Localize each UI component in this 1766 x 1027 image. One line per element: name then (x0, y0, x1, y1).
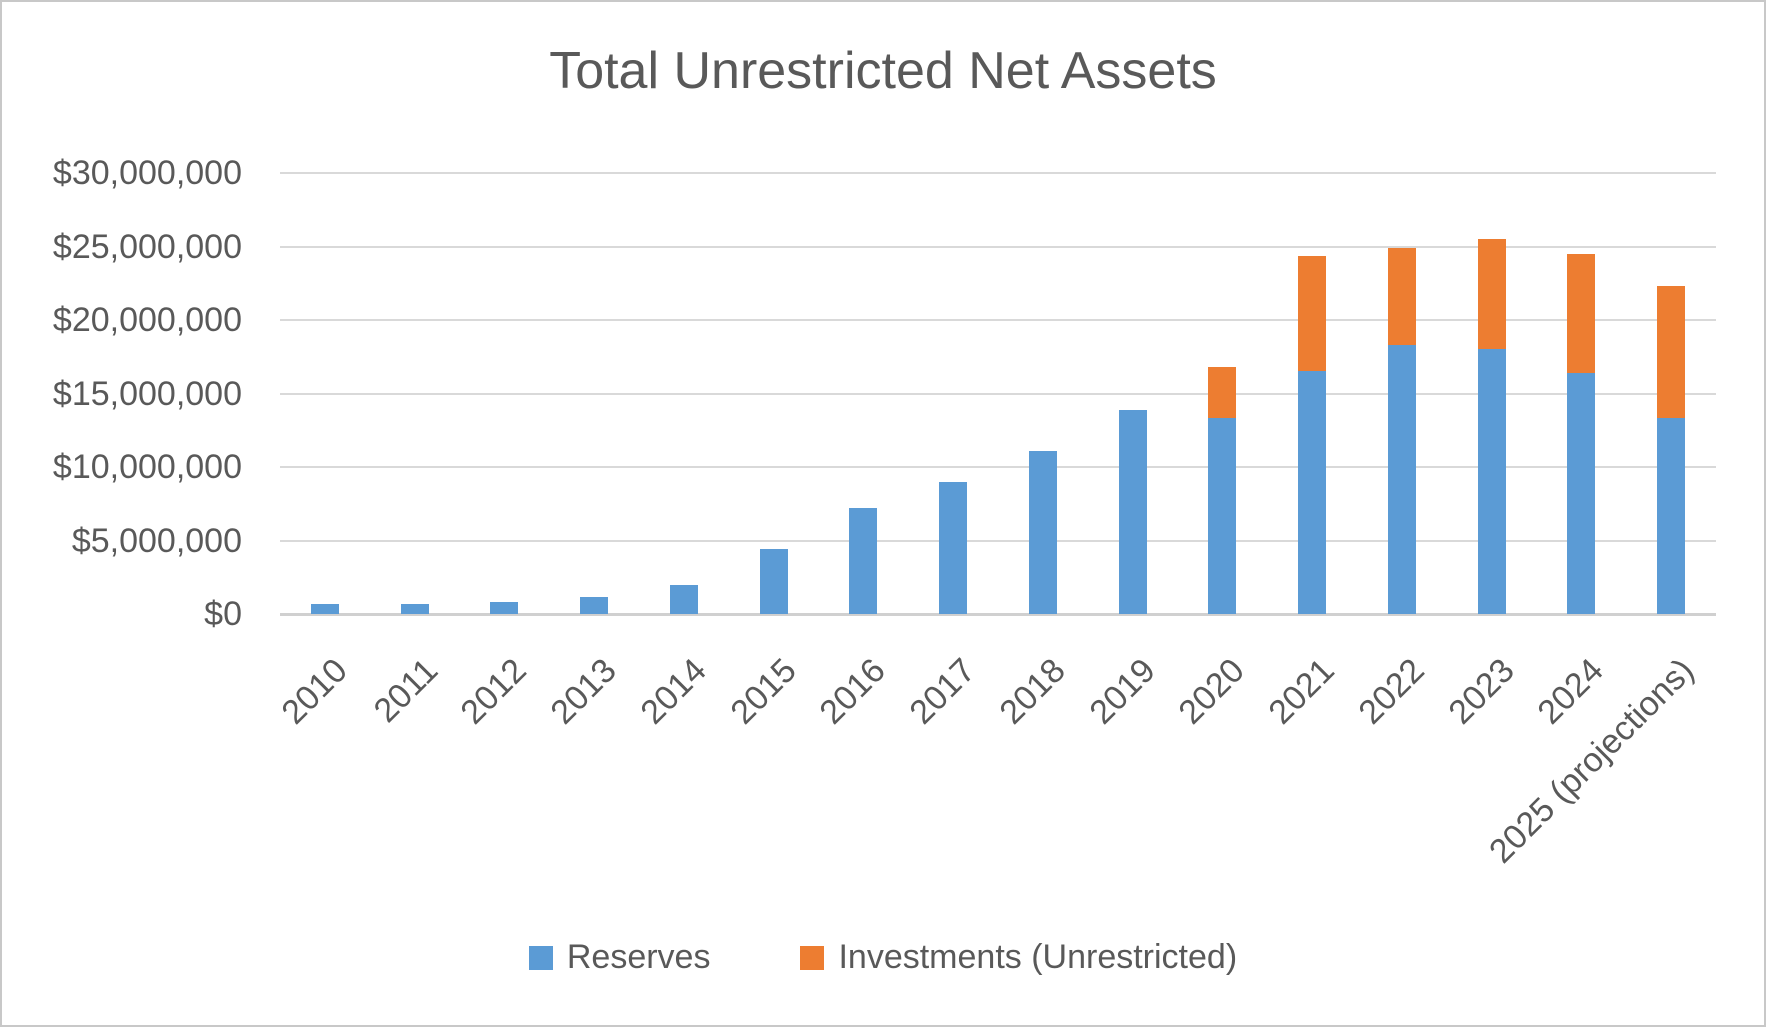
bar-segment-investments-2022 (1388, 248, 1416, 345)
bar-segment-reserves-2025 (1657, 418, 1685, 614)
x-axis-label: 2014 (633, 651, 715, 732)
y-axis-label: $30,000,000 (52, 154, 242, 192)
bar-segment-reserves-2013 (580, 597, 608, 614)
gridline (280, 540, 1716, 542)
x-axis-label: 2017 (902, 651, 984, 732)
gridline (280, 246, 1716, 248)
bar-segment-reserves-2011 (401, 604, 429, 614)
gridline (280, 393, 1716, 395)
bar-segment-reserves-2022 (1388, 345, 1416, 614)
bar-segment-reserves-2021 (1298, 371, 1326, 614)
legend-label-reserves: Reserves (566, 938, 711, 976)
x-axis-label: 2019 (1082, 651, 1164, 732)
bar-segment-investments-2024 (1567, 254, 1595, 373)
bar-segment-investments-2025 (1657, 286, 1685, 418)
x-axis-label: 2020 (1171, 651, 1253, 732)
bar-segment-reserves-2012 (490, 602, 518, 614)
bar-segment-reserves-2020 (1208, 418, 1236, 614)
x-axis-line (280, 613, 1716, 616)
y-axis-label: $20,000,000 (52, 301, 242, 339)
x-axis-label: 2023 (1441, 651, 1523, 732)
legend: Reserves Investments (Unrestricted) (2, 938, 1764, 977)
bar-segment-investments-2020 (1208, 367, 1236, 418)
x-axis-label: 2021 (1261, 651, 1343, 732)
x-axis-label: 2011 (366, 651, 446, 730)
y-axis-label: $10,000,000 (52, 448, 242, 486)
bar-segment-investments-2021 (1298, 256, 1326, 371)
legend-item-reserves: Reserves (528, 938, 711, 977)
x-axis-label: 2010 (274, 651, 356, 732)
y-axis-label: $5,000,000 (71, 522, 242, 560)
legend-item-investments: Investments (Unrestricted) (800, 938, 1237, 977)
bar-segment-reserves-2010 (311, 604, 339, 614)
gridline (280, 466, 1716, 468)
legend-label-investments: Investments (Unrestricted) (838, 938, 1238, 976)
legend-swatch-reserves-icon (528, 945, 553, 970)
bar-segment-reserves-2016 (849, 508, 877, 614)
bar-segment-reserves-2024 (1567, 373, 1595, 614)
bar-segment-reserves-2017 (939, 482, 967, 614)
y-axis-label: $15,000,000 (52, 375, 242, 413)
bar-segment-reserves-2019 (1119, 410, 1147, 614)
bar-segment-reserves-2014 (670, 585, 698, 614)
x-axis-label: 2013 (543, 651, 625, 732)
x-axis-label: 2024 (1530, 651, 1612, 732)
x-axis-label: 2015 (723, 651, 805, 732)
bar-segment-reserves-2015 (760, 549, 788, 614)
gridline (280, 172, 1716, 174)
bar-segment-reserves-2023 (1478, 349, 1506, 614)
y-axis-label: $25,000,000 (52, 228, 242, 266)
legend-swatch-investments-icon (800, 945, 825, 970)
bar-segment-investments-2023 (1478, 239, 1506, 349)
x-axis-label: 2012 (453, 651, 535, 732)
x-axis-label: 2016 (812, 651, 894, 732)
x-axis-label: 2018 (992, 651, 1074, 732)
x-axis-label: 2022 (1351, 651, 1433, 732)
gridline (280, 319, 1716, 321)
y-axis-label: $0 (204, 595, 242, 633)
bar-segment-reserves-2018 (1029, 451, 1057, 614)
chart-title: Total Unrestricted Net Assets (549, 42, 1217, 100)
